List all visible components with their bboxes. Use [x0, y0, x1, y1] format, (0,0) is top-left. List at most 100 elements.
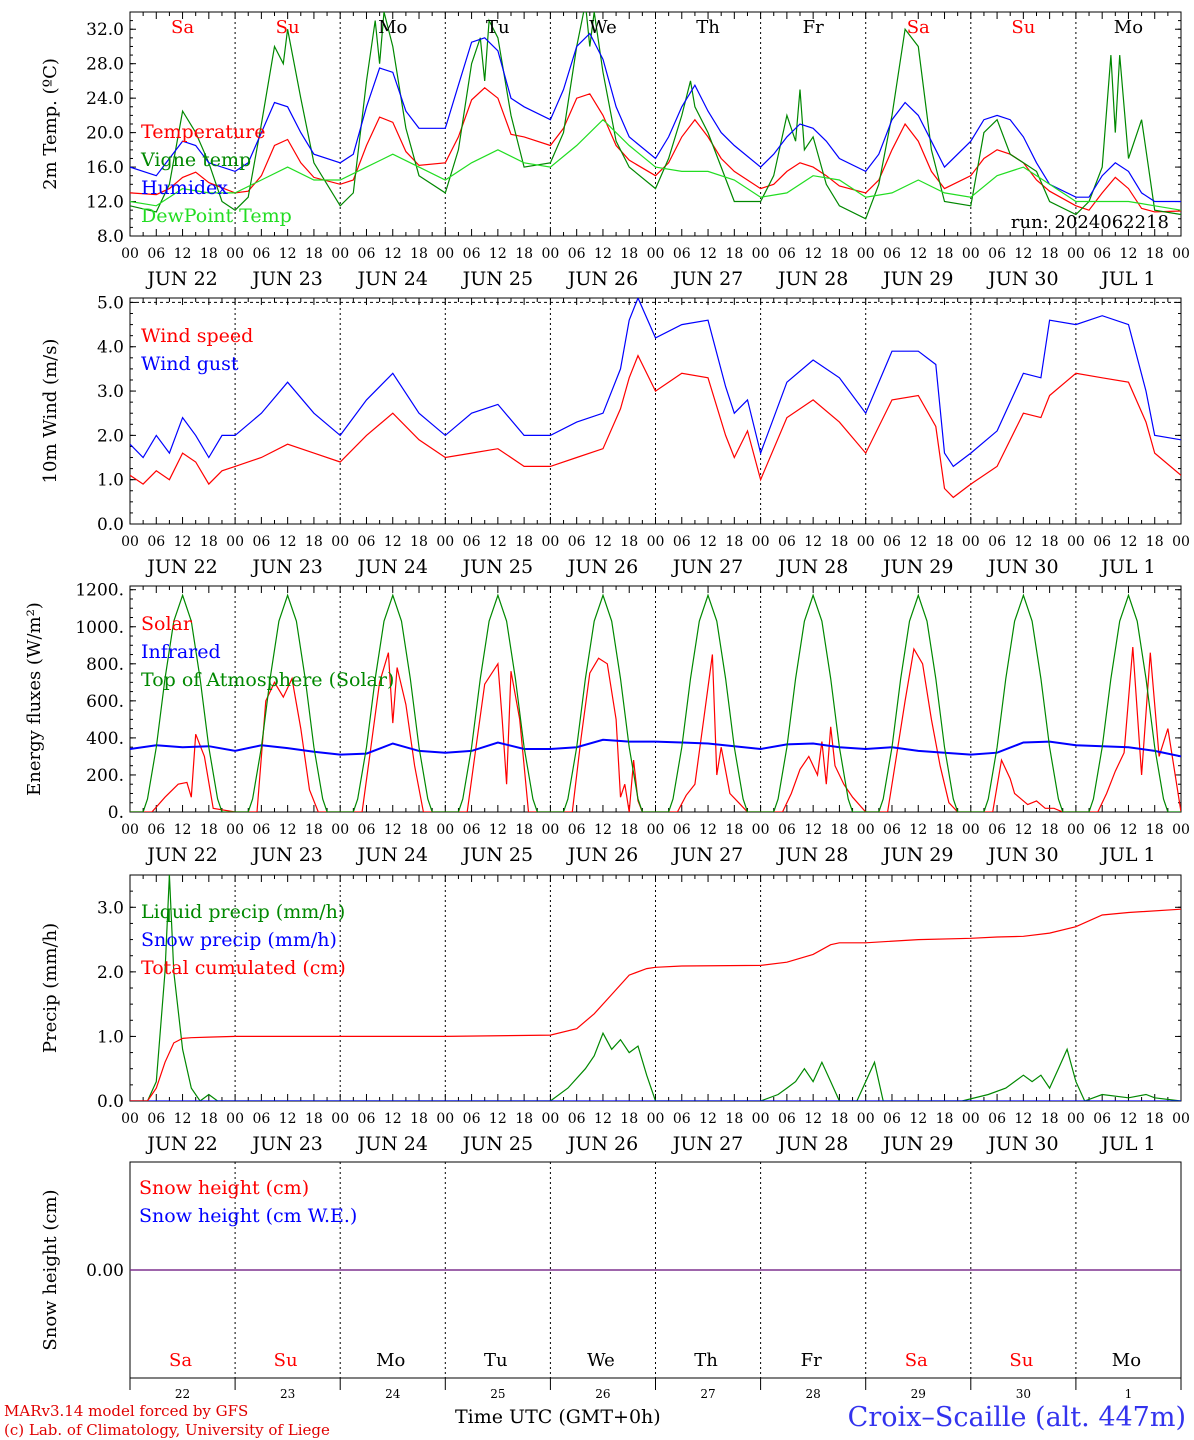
day-abbr-label: Mo — [378, 17, 407, 38]
hour-tick-label: 12 — [699, 534, 717, 550]
hour-tick-label: 12 — [909, 1111, 927, 1127]
y-axis-label: Precip (mm/h) — [40, 923, 61, 1053]
date-label: JUN 30 — [986, 1133, 1058, 1155]
hour-tick-label: 00 — [857, 246, 875, 262]
y-tick-label: 1200. — [75, 581, 124, 601]
hour-tick-label: 12 — [1120, 1111, 1138, 1127]
hour-tick-label: 12 — [489, 1111, 507, 1127]
y-tick-label: 28.0 — [86, 55, 124, 75]
hour-tick-label: 00 — [1172, 534, 1190, 550]
hour-tick-label: 18 — [936, 534, 954, 550]
date-label: JUN 29 — [881, 268, 953, 290]
hour-tick-label: 12 — [1014, 534, 1032, 550]
date-label: JUN 25 — [461, 1133, 533, 1155]
date-label: JUN 23 — [250, 1133, 322, 1155]
y-tick-label: 5.0 — [97, 293, 124, 313]
hour-tick-label: 12 — [279, 1111, 297, 1127]
legend-entry: Liquid precip (mm/h) — [141, 901, 345, 923]
hour-tick-label: 00 — [1067, 246, 1085, 262]
date-label: JUN 28 — [776, 1133, 848, 1155]
hour-tick-label: 18 — [515, 534, 533, 550]
day-abbr-label: Mo — [1112, 1350, 1141, 1371]
hour-tick-label: 00 — [857, 822, 875, 838]
hour-tick-label: 12 — [174, 1111, 192, 1127]
hour-tick-label: 12 — [174, 822, 192, 838]
day-abbr-label: Sa — [171, 17, 194, 38]
y-tick-label: 600. — [86, 692, 124, 712]
date-label: JUN 27 — [671, 556, 743, 578]
legend-entry: Temperature — [141, 121, 265, 143]
date-label: JUN 29 — [881, 844, 953, 866]
day-abbr-label: Th — [694, 1350, 718, 1371]
hour-tick-label: 18 — [1041, 822, 1059, 838]
hour-tick-label: 12 — [594, 534, 612, 550]
date-label: JUN 25 — [461, 556, 533, 578]
hour-tick-label: 18 — [1041, 246, 1059, 262]
y-tick-label: 800. — [86, 655, 124, 675]
panel-1 — [129, 11, 1182, 237]
date-label: JUN 27 — [671, 844, 743, 866]
hour-tick-label: 06 — [147, 822, 165, 838]
hour-tick-label: 18 — [1146, 822, 1164, 838]
date-label: JUN 26 — [566, 268, 638, 290]
hour-tick-label: 06 — [358, 822, 376, 838]
day-abbr-label: Tu — [484, 1350, 508, 1371]
hour-tick-label: 06 — [778, 1111, 796, 1127]
day-abbr-label: Mo — [376, 1350, 405, 1371]
hour-tick-label: 12 — [1014, 246, 1032, 262]
hour-tick-label: 06 — [883, 246, 901, 262]
hour-tick-label: 00 — [1067, 822, 1085, 838]
hour-tick-label: 18 — [936, 246, 954, 262]
hour-tick-label: 06 — [883, 822, 901, 838]
panel-3 — [129, 585, 1182, 813]
hour-tick-label: 06 — [673, 534, 691, 550]
hour-tick-label: 18 — [410, 822, 428, 838]
legend-entry: DewPoint Temp — [141, 205, 292, 227]
y-tick-label: 4.0 — [97, 338, 124, 358]
date-label: JUN 27 — [671, 268, 743, 290]
hour-tick-label: 18 — [305, 1111, 323, 1127]
hour-tick-label: 06 — [568, 1111, 586, 1127]
day-number-label: 1 — [1125, 1387, 1133, 1401]
date-label: JUN 23 — [250, 556, 322, 578]
y-tick-label: 0. — [108, 803, 124, 823]
run-label: run: 2024062218 — [1011, 212, 1169, 233]
hour-tick-label: 06 — [1093, 246, 1111, 262]
y-tick-label: 12.0 — [86, 193, 124, 213]
y-tick-label: 3.0 — [97, 898, 124, 918]
hour-tick-label: 12 — [699, 1111, 717, 1127]
hour-tick-label: 12 — [489, 822, 507, 838]
date-label: JUN 24 — [356, 844, 428, 866]
hour-tick-label: 00 — [541, 534, 559, 550]
legend-entry: Infrared — [141, 641, 221, 663]
hour-tick-label: 00 — [1067, 534, 1085, 550]
date-label: JUN 26 — [566, 556, 638, 578]
lab-credit: (c) Lab. of Climatology, University of L… — [4, 1421, 330, 1439]
day-number-label: 28 — [806, 1387, 821, 1401]
date-label: JUN 24 — [356, 556, 428, 578]
y-axis-label: 2m Temp. (ºC) — [40, 58, 61, 190]
hour-tick-label: 00 — [1067, 1111, 1085, 1127]
hour-tick-label: 00 — [331, 822, 349, 838]
day-abbr-label: Th — [696, 17, 720, 38]
series-line-dewpoint-temp — [130, 118, 1181, 211]
hour-tick-label: 18 — [725, 1111, 743, 1127]
hour-tick-label: 12 — [489, 246, 507, 262]
hour-tick-label: 06 — [463, 246, 481, 262]
legend-entry: Top of Atmosphere (Solar) — [141, 669, 394, 691]
hour-tick-label: 06 — [883, 534, 901, 550]
day-number-label: 24 — [385, 1387, 401, 1401]
hour-tick-label: 12 — [804, 1111, 822, 1127]
hour-tick-label: 18 — [831, 822, 849, 838]
hour-tick-label: 18 — [620, 534, 638, 550]
hour-tick-label: 18 — [620, 822, 638, 838]
hour-tick-label: 06 — [673, 1111, 691, 1127]
legend-entry: Snow height (cm W.E.) — [139, 1205, 357, 1227]
date-label: JUN 24 — [356, 1133, 428, 1155]
legend-entry: Solar — [141, 613, 193, 635]
hour-tick-label: 06 — [252, 534, 270, 550]
hour-tick-label: 18 — [725, 246, 743, 262]
hour-tick-label: 12 — [489, 534, 507, 550]
hour-tick-label: 06 — [463, 534, 481, 550]
hour-tick-label: 18 — [1146, 1111, 1164, 1127]
